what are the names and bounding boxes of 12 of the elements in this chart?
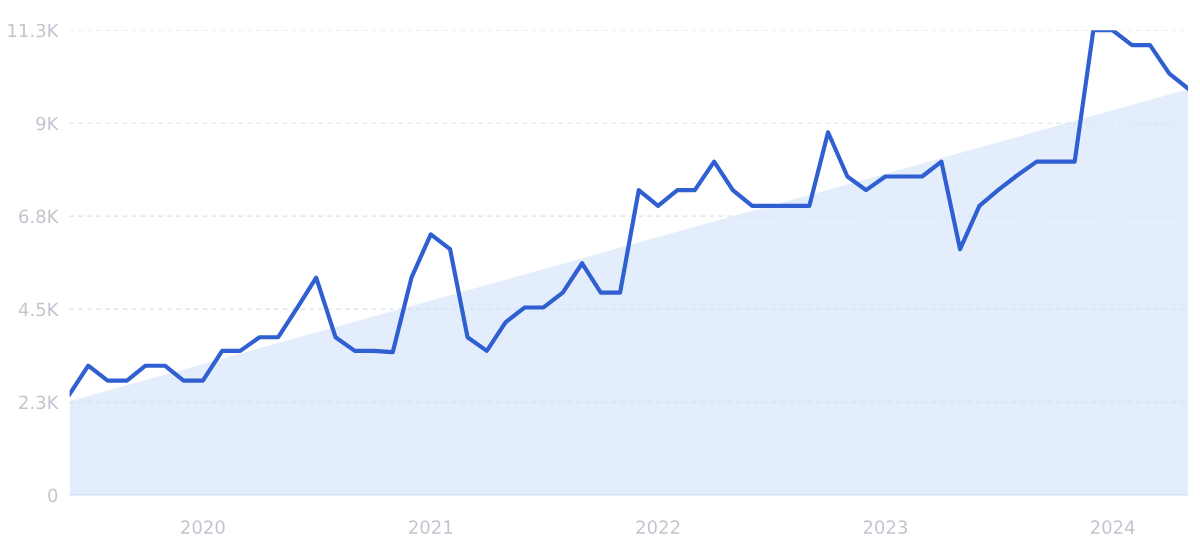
- x-tick-label: 2020: [181, 520, 225, 535]
- line-series: [69, 30, 1188, 397]
- y-tick-label: 6.8K: [19, 209, 59, 224]
- y-tick-label: 4.5K: [18, 302, 59, 317]
- x-tick-label: 2024: [1091, 520, 1135, 535]
- y-tick-label: 11.3K: [8, 23, 59, 38]
- y-tick-label: 9K: [36, 116, 59, 131]
- x-tick-label: 2022: [636, 520, 680, 535]
- y-tick-label: 2.3K: [19, 395, 59, 410]
- y-tick-label: 0: [48, 488, 58, 503]
- x-tick-label: 2023: [863, 520, 907, 535]
- x-tick-label: 2021: [409, 520, 453, 535]
